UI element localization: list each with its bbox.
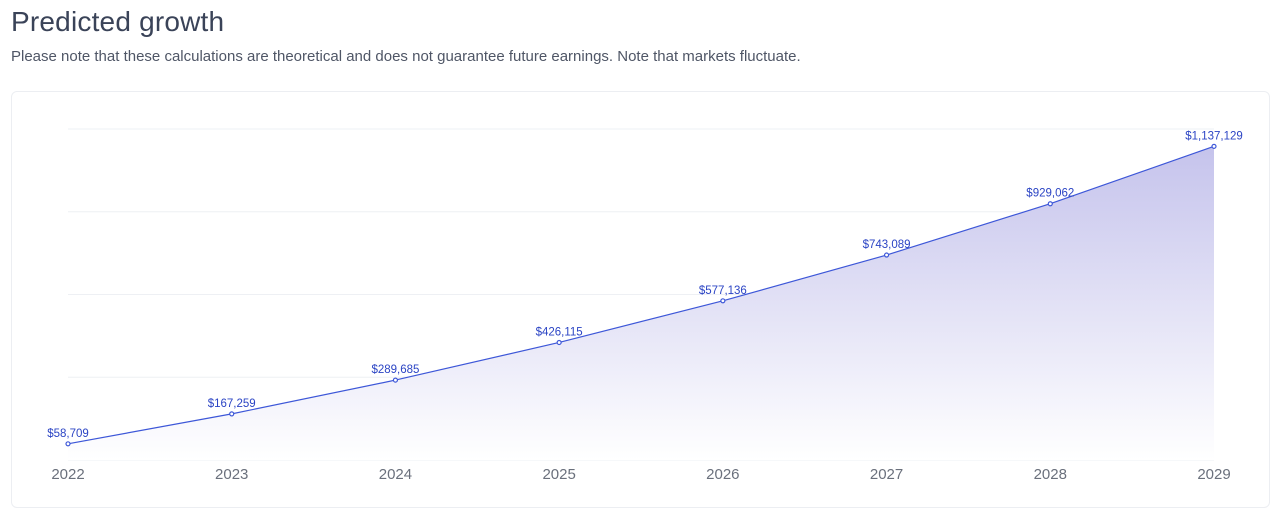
data-label-2025: $426,115 [536, 326, 583, 338]
data-labels: $58,709 $167,259 $289,685 $426,115 $577,136 $… [47, 130, 1243, 439]
area-fill [68, 146, 1214, 460]
x-tick-label: 2024 [379, 466, 412, 483]
data-point-2027[interactable] [883, 252, 890, 258]
data-point-2025[interactable] [556, 339, 562, 346]
data-label-2029: $1,137,129 [1185, 130, 1243, 142]
x-tick-label: 2028 [1034, 466, 1067, 483]
data-point-2023[interactable] [229, 411, 235, 417]
data-point-2022[interactable] [65, 441, 71, 447]
data-label-2024: $289,685 [371, 364, 419, 376]
data-label-2027: $743,089 [863, 239, 911, 251]
x-tick-label: 2023 [215, 466, 248, 483]
data-label-2022: $58,709 [47, 428, 89, 440]
data-label-2026: $577,136 [699, 285, 747, 297]
x-tick-label: 2026 [706, 466, 739, 483]
data-label-2028: $929,062 [1026, 188, 1074, 200]
page-title: Predicted growth [11, 6, 225, 37]
data-point-2024[interactable] [392, 377, 399, 383]
data-label-2023: $167,259 [208, 398, 256, 410]
x-tick-label: 2027 [870, 466, 903, 483]
data-point-2029[interactable] [1211, 143, 1217, 149]
x-tick-label: 2029 [1197, 466, 1230, 483]
x-axis: 2022 2023 2024 2025 2026 2027 2028 2029 [51, 466, 1230, 483]
data-point-2028[interactable] [1047, 201, 1053, 207]
x-tick-label: 2025 [542, 466, 575, 483]
data-point-2026[interactable] [720, 298, 726, 304]
x-tick-label: 2022 [51, 466, 84, 483]
series-line [67, 145, 1215, 445]
data-points [65, 143, 1217, 447]
page-subtitle: Please note that these calculations are … [11, 48, 801, 65]
